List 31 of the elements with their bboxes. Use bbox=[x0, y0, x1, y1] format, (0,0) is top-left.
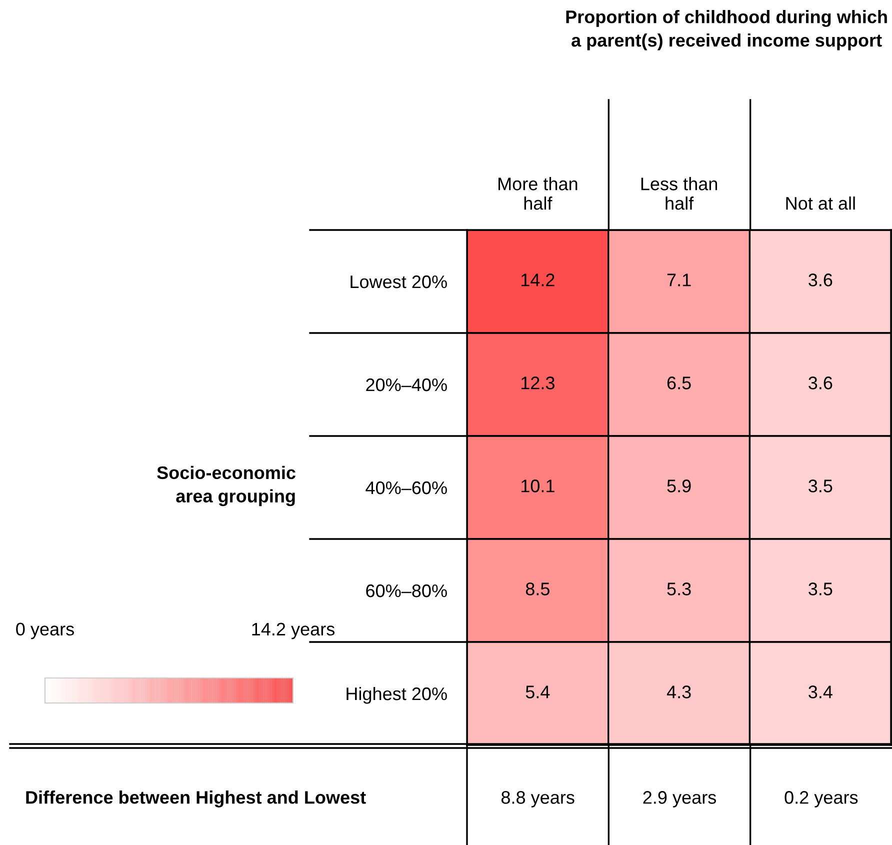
data-label: 3.6 bbox=[808, 376, 832, 390]
chart-title: Proportion of childhood during which a parent(s) received income support bbox=[566, 10, 887, 50]
data-label: 8.5 bbox=[526, 582, 550, 596]
data-label: 5.9 bbox=[667, 480, 691, 492]
data-label: 3.4 bbox=[808, 686, 832, 698]
text: Difference between Highest and Lowest bbox=[26, 790, 366, 808]
data-label: 4.3 bbox=[666, 686, 691, 698]
y-tick-label: Lowest 20% bbox=[350, 275, 447, 288]
data-label: 10.1 bbox=[521, 480, 554, 492]
data-label: 12.3 bbox=[521, 376, 554, 390]
text: 2.9 years bbox=[643, 791, 716, 808]
data-label: 7.1 bbox=[667, 274, 691, 286]
y-tick-label: 40%–60% bbox=[366, 481, 447, 494]
y-tick-label: 20%–40% bbox=[366, 378, 447, 392]
y-tick-label: Highest 20% bbox=[346, 686, 447, 704]
x-tick-label: Less than half bbox=[641, 177, 718, 210]
y-axis-title: Socio-economic area grouping bbox=[157, 466, 296, 506]
color-bar-label: 14.2 years bbox=[252, 622, 335, 640]
data-label: 6.5 bbox=[667, 376, 691, 390]
data-label: 14.2 bbox=[521, 274, 554, 286]
x-tick-label: Not at all bbox=[786, 196, 855, 210]
text: 0.2 years bbox=[784, 791, 858, 808]
x-tick-label: More than half bbox=[498, 177, 578, 210]
data-label: 5.3 bbox=[667, 582, 691, 596]
data-label: 3.5 bbox=[808, 582, 832, 596]
text: 8.8 years bbox=[501, 791, 574, 808]
data-label: 5.4 bbox=[526, 686, 550, 698]
y-tick-label: 60%–80% bbox=[366, 584, 447, 598]
color-bar-label: 0 years bbox=[16, 622, 74, 640]
data-label: 3.6 bbox=[808, 274, 832, 286]
data-label: 3.5 bbox=[808, 480, 832, 492]
